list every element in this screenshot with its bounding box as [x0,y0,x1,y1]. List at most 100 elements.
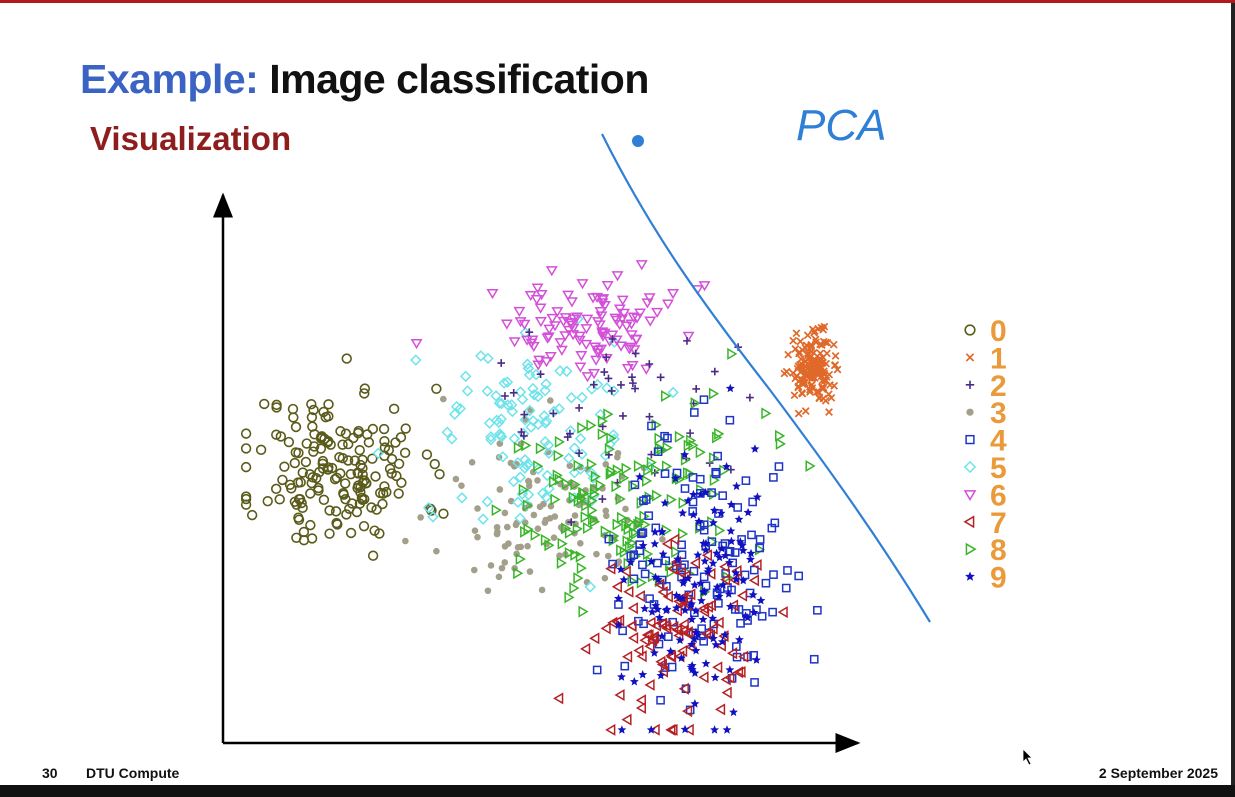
point-digit-4 [718,491,728,500]
point-digit-7 [720,673,731,686]
point-digit-6 [615,341,627,352]
point-digit-0 [274,494,285,505]
point-digit-7 [607,616,618,629]
legend-marker-3 [966,408,974,416]
point-digit-6 [535,290,548,301]
point-digit-0 [431,383,442,394]
point-digit-7 [732,666,744,679]
point-digit-0 [306,533,318,544]
point-digit-0 [306,477,317,489]
point-digit-4 [637,529,646,539]
point-digit-9 [726,526,736,535]
point-digit-0 [324,528,335,539]
point-digit-9 [750,444,760,453]
point-digit-7 [720,573,731,586]
point-digit-2 [629,379,637,387]
point-digit-7 [736,589,748,602]
pen-dot [632,135,644,147]
point-digit-8 [774,429,786,442]
point-digit-7 [712,661,723,674]
point-digit-8 [619,546,630,558]
point-digit-5 [495,397,508,410]
point-digit-8 [553,449,564,462]
point-digit-6 [410,338,423,350]
point-digit-6 [596,331,609,342]
point-digit-3 [501,509,509,517]
point-digit-8 [708,488,720,501]
legend-label-0: 0 [990,315,1007,348]
point-digit-4 [672,468,682,478]
point-digit-1 [819,383,828,392]
footer-date: 2 September 2025 [1098,765,1218,781]
point-digit-6 [551,307,564,318]
point-digit-0 [306,398,317,410]
point-digit-9 [725,383,735,393]
point-digit-8 [580,511,591,524]
point-digit-3 [493,523,501,531]
point-digit-5 [520,459,533,471]
point-digit-1 [796,368,805,377]
point-digit-3 [602,507,610,515]
point-digit-2 [589,380,598,389]
point-digit-0 [344,503,355,514]
point-digit-4 [809,654,819,664]
point-digit-5 [586,383,598,395]
point-digit-1 [811,335,820,344]
point-digit-8 [660,390,672,403]
point-digit-8 [686,434,697,447]
point-digit-1 [810,365,819,373]
point-digit-6 [534,316,547,328]
slide-subtitle: Visualization [90,120,292,157]
point-digit-3 [514,544,522,551]
point-digit-7 [698,602,709,615]
point-digit-0 [262,496,273,507]
point-digit-9 [651,601,661,610]
point-digit-1 [825,408,833,416]
point-digit-2 [746,393,754,402]
point-digit-9 [680,724,690,734]
point-digit-0 [421,449,433,460]
legend-label-3: 3 [990,397,1007,430]
point-digit-3 [571,512,579,519]
point-digit-9 [673,554,682,564]
point-digit-1 [789,336,798,345]
point-digit-0 [388,403,400,415]
title-prefix: Example: [80,56,259,102]
point-digit-9 [678,593,687,603]
point-digit-5 [446,433,458,445]
point-digit-3 [538,586,546,594]
point-digit-9 [677,653,686,662]
point-digit-9 [691,646,701,655]
point-digit-2 [575,404,583,412]
point-digit-5 [522,362,535,375]
point-digit-4 [740,570,750,580]
point-digit-8 [641,474,653,487]
point-digit-9 [666,646,676,656]
right-border [1231,3,1235,785]
point-digit-0 [354,445,365,456]
point-digit-1 [829,340,838,349]
point-digit-4 [794,571,804,581]
point-digit-8 [573,459,584,472]
point-digit-9 [727,536,736,546]
point-digit-8 [586,458,598,471]
point-digit-9 [649,648,659,657]
point-digit-4 [639,619,648,629]
point-digit-9 [748,590,758,599]
point-digit-2 [710,367,719,376]
point-digit-6 [635,260,648,271]
point-digit-7 [657,665,669,678]
point-digit-6 [641,298,654,309]
point-digit-8 [597,415,609,428]
point-digit-0 [434,468,445,480]
point-digit-5 [482,352,494,365]
point-digit-0 [340,428,352,439]
point-digit-7 [635,701,647,714]
point-digit-4 [630,480,640,490]
point-digit-2 [520,410,529,419]
point-digit-4 [769,473,778,482]
point-digit-1 [792,329,801,338]
point-digit-0 [340,478,351,489]
point-digit-5 [456,492,468,504]
